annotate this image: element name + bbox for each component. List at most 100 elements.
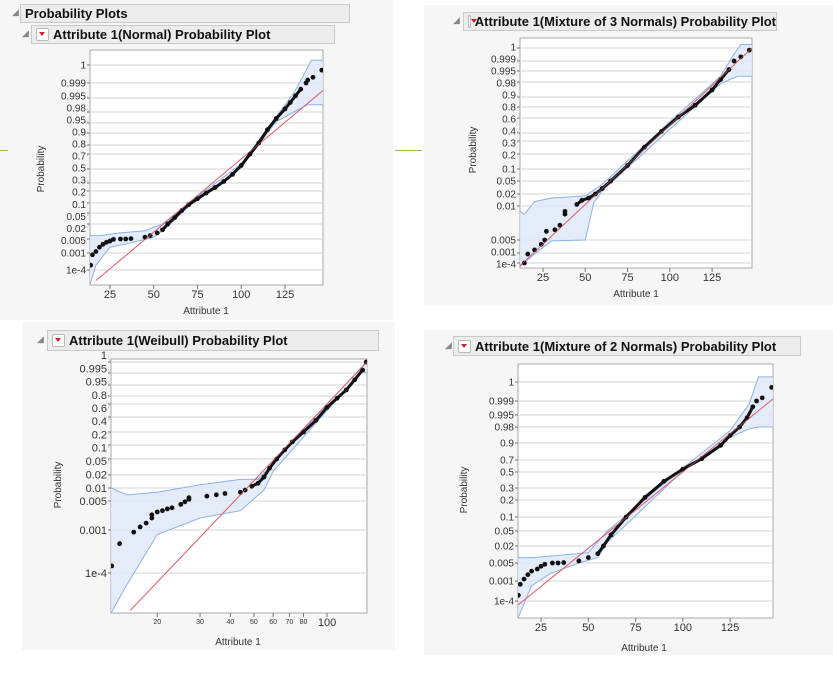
data-point bbox=[160, 227, 165, 233]
data-point bbox=[538, 563, 544, 569]
confidence-band-upper bbox=[520, 43, 752, 215]
y-tick-label: 0.95 bbox=[67, 116, 87, 127]
y-tick-label: 0.98 bbox=[497, 79, 517, 90]
red-triangle-menu-icon[interactable] bbox=[52, 334, 65, 347]
disclosure-triangle-icon[interactable]: ◢ bbox=[12, 7, 19, 17]
y-tick-label: 0.02 bbox=[495, 542, 515, 553]
normal-plot-header[interactable]: Attribute 1(Normal) Probability Plot bbox=[31, 25, 335, 44]
data-point bbox=[363, 359, 367, 365]
y-tick-label: 0.1 bbox=[92, 443, 107, 455]
data-point bbox=[319, 67, 323, 73]
data-point bbox=[313, 417, 319, 423]
data-point bbox=[709, 87, 715, 93]
y-tick-label: 0.5 bbox=[72, 164, 86, 175]
y-tick-label: 0.2 bbox=[500, 496, 514, 507]
data-point bbox=[661, 478, 667, 484]
data-point bbox=[521, 576, 527, 582]
y-tick-label: 0.05 bbox=[495, 527, 515, 538]
x-tick-label: 50 bbox=[582, 622, 594, 634]
y-tick-label: 0.995 bbox=[489, 411, 514, 422]
data-point bbox=[100, 241, 106, 247]
data-point bbox=[608, 532, 614, 538]
y-tick-label: 0.001 bbox=[61, 249, 86, 260]
fitted-line-overlay bbox=[130, 361, 367, 611]
y-tick-leader bbox=[86, 180, 90, 184]
y-tick-leader bbox=[107, 416, 111, 422]
red-triangle-menu-icon[interactable] bbox=[458, 339, 471, 353]
data-point bbox=[238, 489, 243, 495]
data-point bbox=[310, 74, 316, 80]
connector-line bbox=[0, 150, 8, 151]
data-point bbox=[658, 129, 664, 134]
data-point bbox=[561, 560, 567, 565]
data-point bbox=[542, 561, 548, 567]
y-tick-label: 0.1 bbox=[72, 200, 86, 211]
y-tick-label: 0.005 bbox=[489, 559, 514, 570]
y-tick-label: 0.995 bbox=[79, 363, 107, 375]
fitted-line-overlay bbox=[520, 47, 752, 267]
y-tick-leader bbox=[107, 444, 111, 448]
x-tick-label: 25 bbox=[537, 272, 549, 284]
data-point bbox=[111, 563, 115, 569]
report-header[interactable]: Probability Plots bbox=[20, 4, 350, 23]
data-point bbox=[160, 508, 165, 514]
y-tick-leader bbox=[516, 140, 520, 144]
data-point bbox=[718, 442, 724, 448]
mixture2-plot-header[interactable]: Attribute 1(Mixture of 2 Normals) Probab… bbox=[453, 336, 801, 356]
data-point bbox=[555, 560, 561, 566]
disclosure-triangle-icon[interactable]: ◢ bbox=[453, 15, 460, 25]
red-triangle-menu-icon[interactable] bbox=[36, 28, 49, 41]
data-point bbox=[680, 466, 686, 472]
y-tick-label: 0.05 bbox=[497, 177, 517, 188]
y-tick-leader bbox=[516, 117, 520, 120]
data-point bbox=[273, 116, 279, 121]
plot-frame bbox=[517, 363, 774, 619]
weibull-plot-header[interactable]: Attribute 1(Weibull) Probability Plot bbox=[47, 330, 379, 351]
plot-title: Attribute 1(Weibull) Probability Plot bbox=[69, 333, 288, 348]
mixture3-plot-header[interactable]: Attribute 1(Mixture of 3 Normals) Probab… bbox=[463, 12, 777, 31]
x-tick-label: 80 bbox=[300, 619, 308, 626]
confidence-band-upper bbox=[90, 59, 323, 237]
x-tick-label: 50 bbox=[148, 289, 160, 301]
y-tick-leader bbox=[86, 108, 90, 113]
data-point bbox=[534, 566, 540, 572]
y-tick-label: 0.1 bbox=[500, 513, 514, 524]
y-tick-leader bbox=[516, 153, 520, 156]
disclosure-triangle-icon[interactable]: ◢ bbox=[22, 28, 29, 38]
data-point bbox=[586, 195, 592, 201]
y-tick-label: 0.8 bbox=[502, 103, 516, 114]
y-tick-label: 0.95 bbox=[86, 377, 107, 389]
x-axis-label: Attribute 1 bbox=[183, 306, 229, 317]
data-point bbox=[154, 230, 160, 236]
y-tick-label: 0.995 bbox=[61, 92, 86, 103]
x-tick-label: 125 bbox=[276, 289, 294, 301]
probability-plot-2: 10.9950.950.80.60.40.20.10.050.020.010.0… bbox=[79, 350, 368, 629]
y-tick-label: 0.999 bbox=[61, 79, 86, 90]
disclosure-triangle-icon[interactable]: ◢ bbox=[445, 340, 452, 350]
data-point bbox=[744, 415, 750, 421]
data-point bbox=[255, 480, 261, 486]
y-tick-label: 0.001 bbox=[79, 525, 107, 537]
y-tick-label: 1 bbox=[101, 350, 107, 362]
data-point bbox=[550, 560, 555, 566]
data-point bbox=[529, 568, 535, 574]
y-tick-leader bbox=[107, 431, 111, 435]
y-tick-label: 0.1 bbox=[502, 165, 516, 176]
y-tick-label: 0.98 bbox=[67, 104, 87, 115]
data-point bbox=[267, 465, 272, 471]
y-tick-label: 1e-4 bbox=[85, 568, 107, 580]
data-point bbox=[538, 241, 544, 247]
red-triangle-menu-icon[interactable] bbox=[468, 15, 477, 28]
y-tick-leader bbox=[516, 58, 520, 62]
x-tick-label: 100 bbox=[232, 289, 250, 301]
y-tick-label: 0.2 bbox=[502, 151, 516, 162]
y-tick-label: 0.005 bbox=[491, 235, 516, 246]
x-tick-label: 125 bbox=[703, 272, 721, 284]
data-point bbox=[131, 529, 137, 535]
disclosure-triangle-icon[interactable]: ◢ bbox=[37, 334, 44, 344]
y-tick-label: 0.02 bbox=[86, 470, 107, 482]
y-tick-leader bbox=[107, 355, 111, 363]
data-point bbox=[360, 367, 365, 373]
data-point bbox=[692, 102, 698, 108]
data-point bbox=[137, 524, 143, 530]
